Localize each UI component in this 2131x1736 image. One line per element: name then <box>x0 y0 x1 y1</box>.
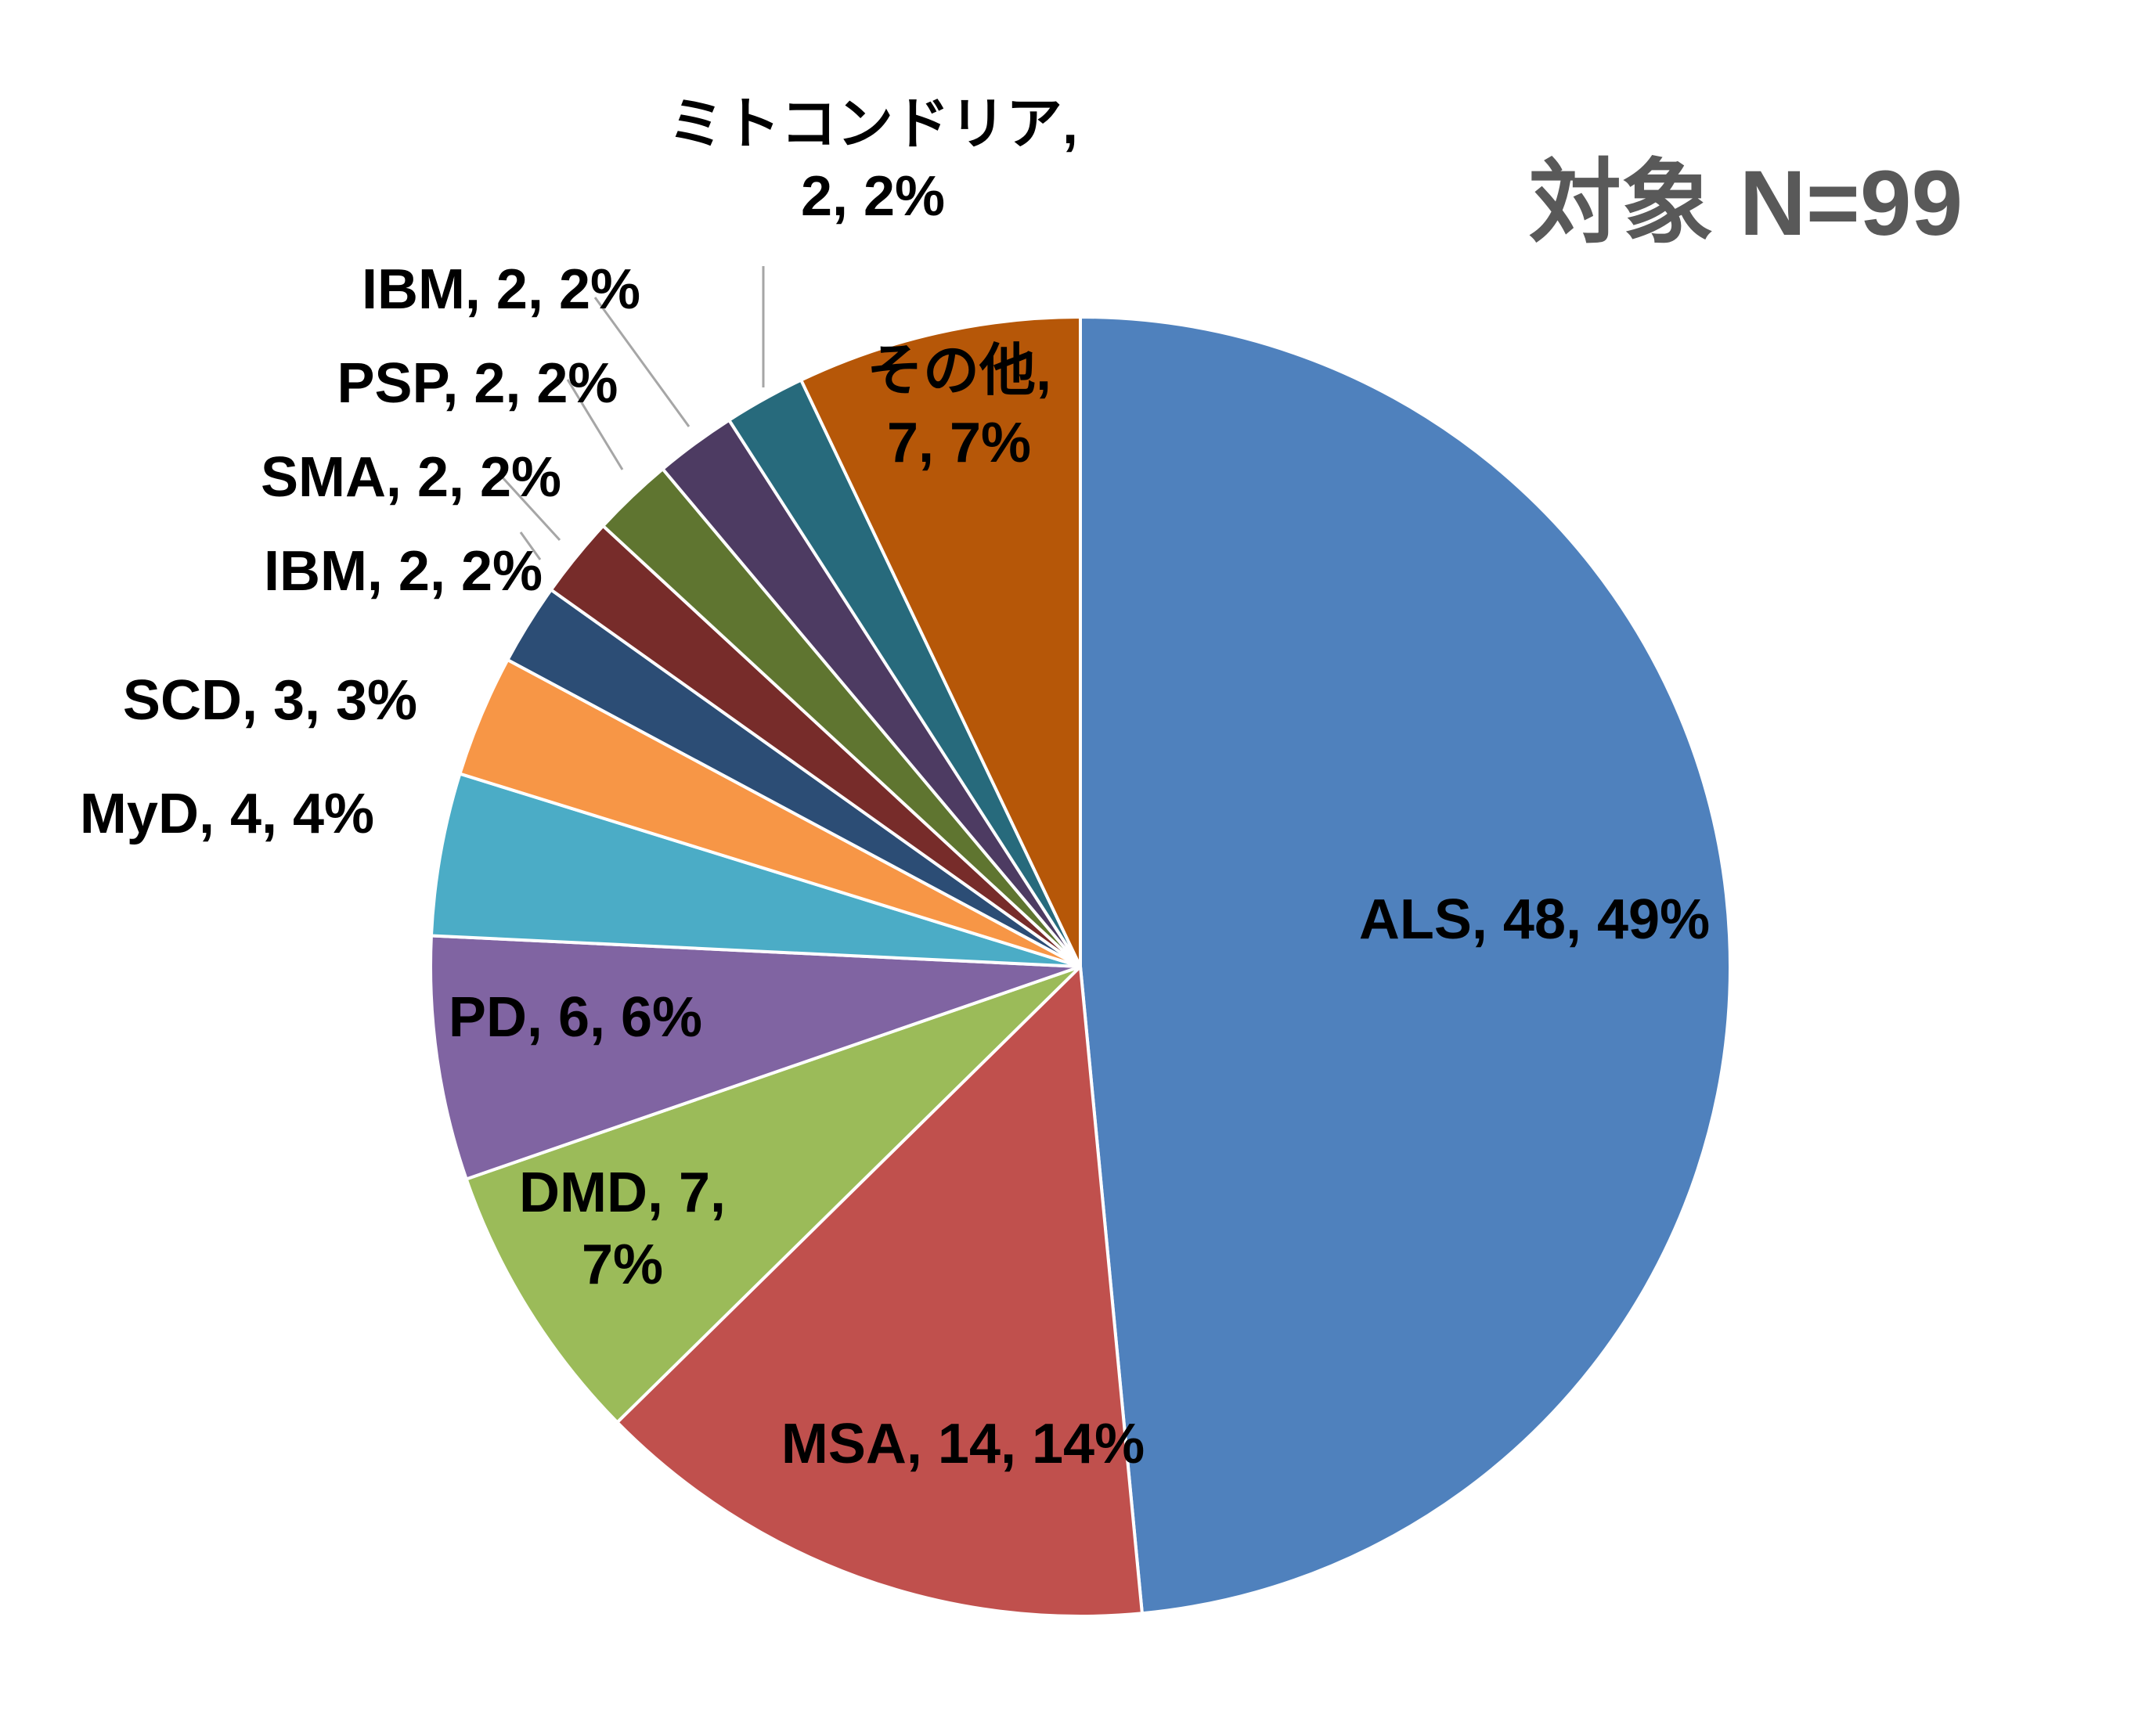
data-label-myd-4: MyD, 4, 4% <box>80 783 374 845</box>
pie-slice-msa-1 <box>615 963 1145 1618</box>
data-label-line: MyD, 4, 4% <box>80 783 374 845</box>
data-label-line: ALS, 48, 49% <box>1359 888 1710 951</box>
data-labels-layer: ALS, 48, 49% MSA, 14, 14% DMD, 7, 7% PD, 6, … <box>80 93 1710 1475</box>
data-label-ibm-9: IBM, 2, 2% <box>362 258 640 321</box>
pie-slice-other-11 <box>799 315 1082 967</box>
leader-line-9 <box>593 297 691 427</box>
slices-layer <box>429 315 1732 1618</box>
leader-line-7 <box>499 474 561 542</box>
data-label-line: PSP, 2, 2% <box>337 352 618 415</box>
data-label-psp-8: PSP, 2, 2% <box>337 352 618 415</box>
pie-slice-pd-3 <box>429 934 1081 1182</box>
data-label-line: IBM, 2, 2% <box>264 540 543 603</box>
pie-slice-myd-4 <box>429 772 1081 968</box>
data-label-line: 2, 2% <box>801 165 945 228</box>
data-label-line: IBM, 2, 2% <box>362 258 640 321</box>
pie-slice-als-0 <box>1079 315 1732 1615</box>
pie-slice-dmd-2 <box>464 965 1082 1425</box>
data-label-line: ミトコンドリア, <box>668 93 1078 156</box>
data-label-ibm-6: IBM, 2, 2% <box>264 540 543 603</box>
leader-lines-layer <box>499 266 765 560</box>
data-label-dmd-2: DMD, 7, 7% <box>519 1162 726 1296</box>
data-label-line: MSA, 14, 14% <box>781 1413 1145 1475</box>
data-label-line: 7% <box>582 1234 663 1296</box>
data-label-line: その他, <box>867 340 1051 402</box>
data-label-als-0: ALS, 48, 49% <box>1359 888 1710 951</box>
data-label-pd-3: PD, 6, 6% <box>449 986 702 1049</box>
data-label-line: PD, 6, 6% <box>449 986 702 1049</box>
data-label-other-11: その他, 7, 7% <box>867 340 1051 474</box>
data-label-line: SCD, 3, 3% <box>123 669 417 732</box>
data-label-line: SMA, 2, 2% <box>261 446 561 509</box>
leader-line-6 <box>519 531 542 560</box>
chart-title: 対象 N=99 <box>1529 152 1963 255</box>
data-label-other-10: ミトコンドリア, 2, 2% <box>668 93 1078 228</box>
data-label-scd-5: SCD, 3, 3% <box>123 669 417 732</box>
data-label-sma-7: SMA, 2, 2% <box>261 446 561 509</box>
data-label-line: DMD, 7, <box>519 1162 726 1224</box>
leader-line-8 <box>566 379 624 470</box>
data-label-line: 7, 7% <box>887 412 1031 474</box>
data-label-msa-1: MSA, 14, 14% <box>781 1413 1145 1475</box>
